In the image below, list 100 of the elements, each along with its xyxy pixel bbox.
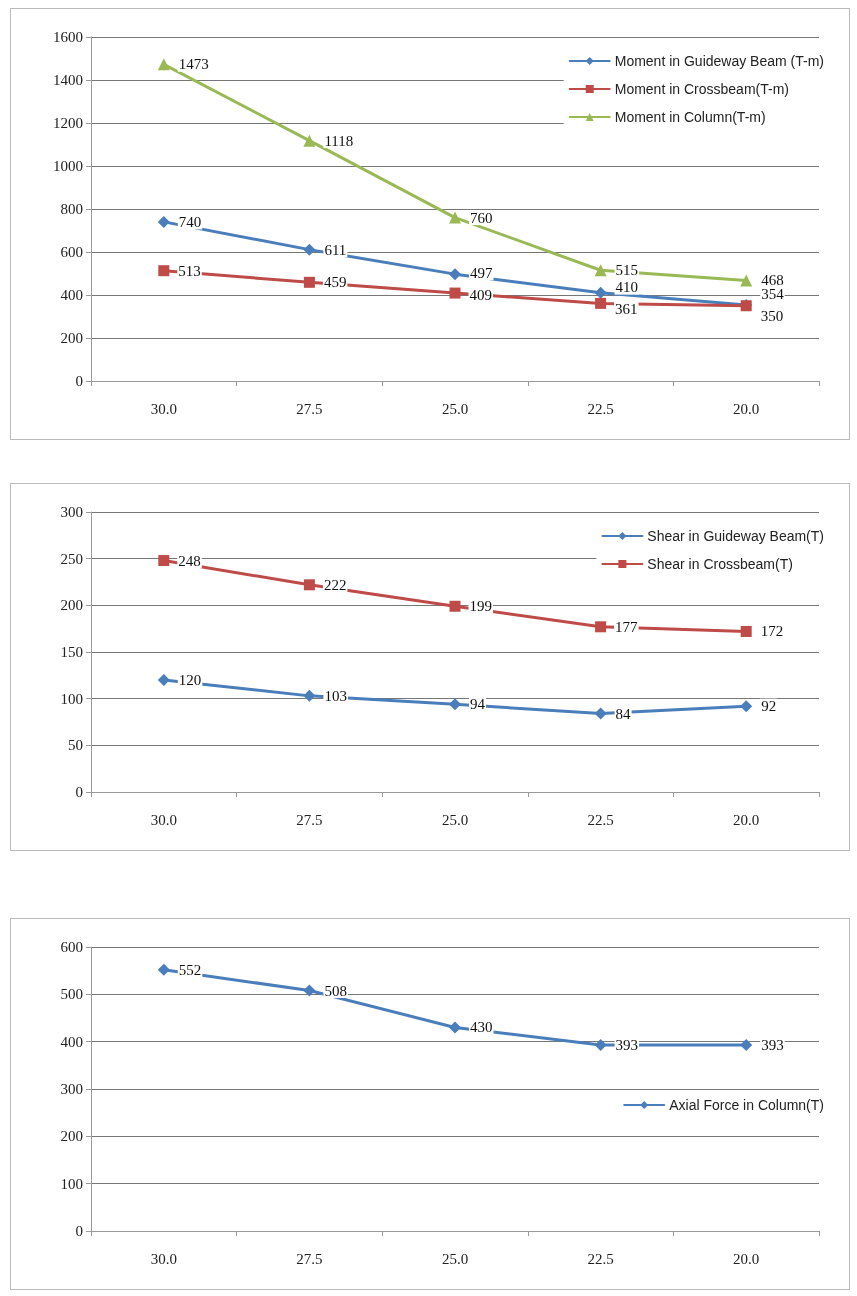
point bbox=[157, 215, 170, 228]
y-tick-label: 0 bbox=[75, 1223, 83, 1239]
data-label: 103 bbox=[324, 687, 347, 704]
y-tick-label: 1400 bbox=[53, 72, 83, 88]
point bbox=[449, 600, 461, 612]
legend-label: Shear in Crossbeam(T) bbox=[647, 556, 793, 572]
legend-label: Moment in Crossbeam(T-m) bbox=[614, 81, 789, 97]
x-tick-label: 20.0 bbox=[733, 811, 760, 828]
x-tick-label: 22.5 bbox=[587, 1250, 614, 1267]
x-tick-label: 22.5 bbox=[587, 811, 614, 828]
point bbox=[303, 134, 316, 147]
data-label: 459 bbox=[323, 274, 347, 291]
x-tick-label: 30.0 bbox=[150, 1250, 177, 1267]
point bbox=[157, 58, 170, 71]
point bbox=[595, 621, 607, 633]
x-tick-label: 27.5 bbox=[296, 1250, 323, 1267]
data-label: 552 bbox=[178, 961, 202, 978]
x-tick-label: 25.0 bbox=[441, 811, 469, 828]
data-label: 84 bbox=[615, 705, 632, 722]
data-label: 1473 bbox=[178, 56, 209, 73]
data-label: 611 bbox=[324, 241, 347, 258]
data-label: 393 bbox=[761, 1036, 784, 1053]
point bbox=[303, 243, 316, 256]
y-tick-label: 0 bbox=[75, 784, 83, 800]
data-label: 760 bbox=[470, 209, 493, 226]
x-tick-label: 30.0 bbox=[150, 811, 177, 828]
data-label: 513 bbox=[178, 262, 201, 279]
y-tick-label: 1000 bbox=[53, 158, 83, 174]
point bbox=[158, 555, 170, 567]
point bbox=[740, 700, 753, 713]
y-tick-label: 300 bbox=[60, 1081, 83, 1097]
point bbox=[303, 689, 316, 702]
data-label: 94 bbox=[470, 696, 486, 713]
point bbox=[449, 1021, 461, 1034]
point bbox=[303, 579, 315, 591]
x-tick-label: 20.0 bbox=[733, 400, 760, 417]
y-tick-label: 600 bbox=[60, 939, 83, 955]
data-label: 497 bbox=[470, 264, 493, 281]
point bbox=[595, 297, 607, 309]
y-tick-label: 200 bbox=[60, 330, 83, 346]
x-tick-label: 27.5 bbox=[296, 811, 323, 828]
data-label: 409 bbox=[469, 286, 492, 303]
data-label: 222 bbox=[323, 576, 347, 593]
x-tick-label: 22.5 bbox=[587, 400, 614, 417]
point bbox=[157, 963, 170, 976]
y-tick-label: 500 bbox=[60, 986, 83, 1003]
x-tick-label: 30.0 bbox=[150, 400, 177, 417]
legend-label: Axial Force in Column(T) bbox=[669, 1096, 825, 1113]
y-tick-label: 250 bbox=[60, 550, 83, 567]
y-tick-label: 400 bbox=[60, 287, 83, 303]
y-tick-label: 300 bbox=[60, 504, 83, 520]
point bbox=[449, 211, 461, 224]
data-label: 361 bbox=[615, 301, 638, 318]
y-tick-label: 50 bbox=[68, 737, 83, 754]
point bbox=[158, 265, 170, 277]
point bbox=[303, 276, 315, 288]
data-label: 430 bbox=[470, 1019, 493, 1036]
data-label: 508 bbox=[324, 982, 347, 999]
data-label: 515 bbox=[615, 262, 639, 279]
point bbox=[449, 268, 461, 281]
y-tick-label: 200 bbox=[60, 597, 83, 614]
point bbox=[594, 707, 607, 720]
point bbox=[740, 274, 753, 287]
data-label: 468 bbox=[761, 272, 784, 289]
data-label: 199 bbox=[469, 598, 492, 615]
point bbox=[594, 264, 607, 277]
point bbox=[740, 625, 752, 637]
data-label: 410 bbox=[615, 279, 639, 296]
data-label: 248 bbox=[178, 552, 201, 569]
point bbox=[594, 286, 607, 299]
legend-label: Moment in Column(T-m) bbox=[614, 109, 766, 125]
point bbox=[594, 1038, 607, 1051]
y-tick-label: 400 bbox=[60, 1033, 83, 1050]
data-label: 92 bbox=[761, 698, 777, 715]
data-label: 354 bbox=[761, 286, 785, 303]
data-label: 350 bbox=[760, 308, 784, 325]
point bbox=[740, 1038, 753, 1051]
point bbox=[303, 984, 316, 997]
y-tick-label: 800 bbox=[60, 201, 83, 217]
y-tick-label: 200 bbox=[60, 1128, 83, 1145]
data-label: 1118 bbox=[324, 132, 354, 149]
data-label: 120 bbox=[178, 672, 202, 688]
y-tick-label: 1200 bbox=[53, 115, 83, 131]
y-tick-label: 600 bbox=[60, 244, 83, 260]
y-tick-label: 100 bbox=[60, 1175, 83, 1192]
y-tick-label: 150 bbox=[60, 644, 83, 660]
x-tick-label: 27.5 bbox=[296, 400, 323, 417]
y-tick-label: 100 bbox=[60, 690, 83, 707]
data-label: 177 bbox=[615, 618, 639, 635]
point bbox=[449, 698, 461, 711]
data-label: 172 bbox=[760, 623, 784, 640]
y-tick-label: 0 bbox=[75, 373, 83, 389]
x-tick-label: 20.0 bbox=[733, 1250, 760, 1267]
data-label: 740 bbox=[178, 213, 202, 230]
y-tick-label: 1600 bbox=[53, 29, 83, 45]
point bbox=[157, 674, 170, 686]
x-tick-label: 25.0 bbox=[441, 1250, 469, 1267]
point bbox=[449, 287, 461, 299]
legend-label: Shear in Guideway Beam(T) bbox=[647, 528, 825, 544]
legend-label: Moment in Guideway Beam (T-m) bbox=[614, 53, 825, 69]
